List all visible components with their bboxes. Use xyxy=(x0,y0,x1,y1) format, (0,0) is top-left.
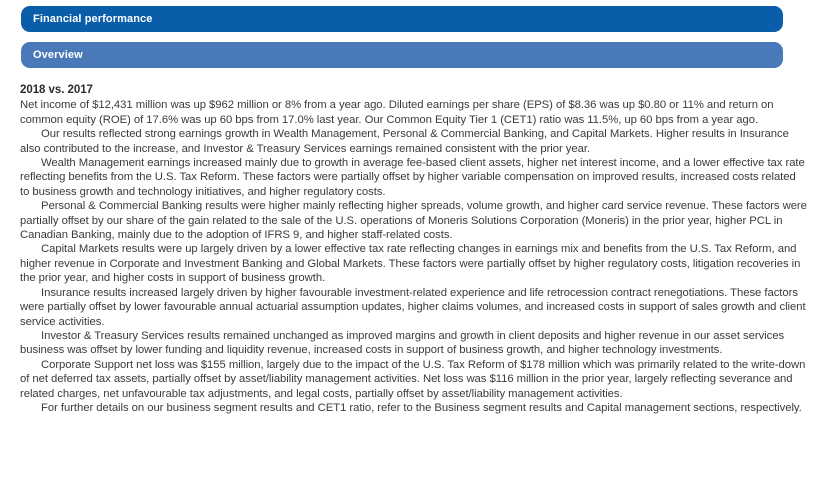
paragraph-insurance: Insurance results increased largely driv… xyxy=(20,286,806,328)
paragraph-wealth-management: Wealth Management earnings increased mai… xyxy=(20,157,805,198)
paragraph-net-income: Net income of $12,431 million was up $96… xyxy=(20,99,774,126)
paragraph-personal-commercial-banking: Personal & Commercial Banking results we… xyxy=(20,200,807,242)
section-header-financial-performance: Financial performance xyxy=(21,6,783,32)
paragraph-further-details: For further details on our business segm… xyxy=(41,401,802,414)
paragraph-investor-treasury-services: Investor & Treasury Services results rem… xyxy=(20,329,785,357)
paragraph-capital-markets: Capital Markets results were up largely … xyxy=(20,243,801,285)
comparison-heading: 2018 vs. 2017 xyxy=(20,84,93,96)
section-header-overview: Overview xyxy=(21,42,783,68)
paragraph-corporate-support: Corporate Support net loss was $155 mill… xyxy=(20,358,806,400)
paragraph-results-summary: Our results reflected strong earnings gr… xyxy=(20,128,789,155)
section-header-overview-label: Overview xyxy=(33,49,83,61)
section-header-financial-performance-label: Financial performance xyxy=(33,13,153,25)
overview-body: 2018 vs. 2017 Net income of $12,431 mill… xyxy=(20,83,807,415)
